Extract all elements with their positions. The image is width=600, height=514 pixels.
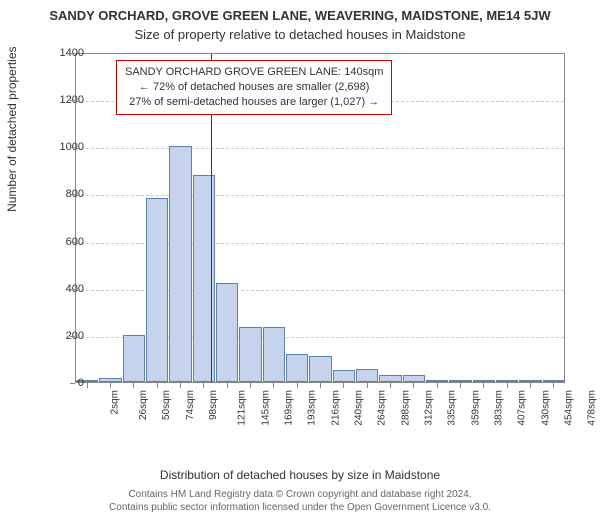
x-tick (437, 383, 438, 388)
x-tick (157, 383, 158, 388)
bar (449, 380, 471, 382)
x-tick (483, 383, 484, 388)
x-tick-label: 240sqm (354, 390, 365, 426)
x-tick (507, 383, 508, 388)
bar (333, 370, 355, 382)
bar (543, 380, 565, 382)
x-tick-label: 264sqm (377, 390, 388, 426)
x-tick (110, 383, 111, 388)
bar (216, 283, 238, 382)
bar (356, 369, 378, 382)
bar (169, 146, 191, 382)
x-tick (530, 383, 531, 388)
x-tick-label: 2sqm (109, 390, 120, 414)
y-tick (70, 53, 75, 54)
x-tick-label: 383sqm (494, 390, 505, 426)
x-tick-label: 454sqm (564, 390, 575, 426)
info-line-3: 27% of semi-detached houses are larger (… (125, 95, 383, 110)
bar (496, 380, 518, 382)
x-tick-label: 430sqm (540, 390, 551, 426)
info-line-1: SANDY ORCHARD GROVE GREEN LANE: 140sqm (125, 65, 383, 80)
x-tick (343, 383, 344, 388)
bar (379, 375, 401, 382)
chart-area: Number of detached properties SANDY ORCH… (20, 48, 580, 428)
footer-line-1: Contains HM Land Registry data © Crown c… (10, 488, 590, 501)
x-tick (180, 383, 181, 388)
x-tick-label: 50sqm (161, 390, 172, 420)
bar (519, 380, 541, 382)
x-tick (413, 383, 414, 388)
title-main: SANDY ORCHARD, GROVE GREEN LANE, WEAVERI… (10, 8, 590, 23)
x-tick-label: 98sqm (208, 390, 219, 420)
bar (263, 327, 285, 382)
x-tick (133, 383, 134, 388)
y-tick (70, 194, 75, 195)
x-tick-label: 407sqm (517, 390, 528, 426)
x-tick-label: 26sqm (138, 390, 149, 420)
bar (426, 380, 448, 382)
x-tick-label: 288sqm (400, 390, 411, 426)
bar (99, 378, 121, 382)
x-tick-label: 121sqm (237, 390, 248, 426)
bar (309, 356, 331, 382)
gridline (76, 195, 564, 196)
y-tick (70, 383, 75, 384)
y-tick-label: 0 (78, 377, 84, 389)
x-tick-label: 193sqm (307, 390, 318, 426)
bar (286, 354, 308, 382)
footer: Contains HM Land Registry data © Crown c… (10, 488, 590, 514)
x-tick (203, 383, 204, 388)
y-axis-label: Number of detached properties (5, 46, 19, 211)
x-tick-label: 312sqm (424, 390, 435, 426)
bar (123, 335, 145, 382)
y-tick (70, 336, 75, 337)
plot-area: SANDY ORCHARD GROVE GREEN LANE: 140sqm ←… (75, 53, 565, 383)
footer-line-2: Contains public sector information licen… (10, 501, 590, 514)
y-tick (70, 242, 75, 243)
info-line-2: ← 72% of detached houses are smaller (2,… (125, 80, 383, 95)
x-tick (297, 383, 298, 388)
bar (239, 327, 261, 382)
bar (146, 198, 168, 382)
x-tick (320, 383, 321, 388)
x-tick-label: 169sqm (284, 390, 295, 426)
x-axis-label: Distribution of detached houses by size … (10, 468, 590, 482)
gridline (76, 148, 564, 149)
bar (403, 375, 425, 382)
x-tick (227, 383, 228, 388)
x-tick-label: 359sqm (470, 390, 481, 426)
x-tick (390, 383, 391, 388)
x-tick (367, 383, 368, 388)
bar (473, 380, 495, 382)
x-tick-label: 216sqm (330, 390, 341, 426)
x-tick-label: 335sqm (447, 390, 458, 426)
x-tick-label: 478sqm (587, 390, 598, 426)
x-tick (87, 383, 88, 388)
x-tick (250, 383, 251, 388)
y-tick (70, 147, 75, 148)
x-tick (460, 383, 461, 388)
x-tick (553, 383, 554, 388)
x-tick (273, 383, 274, 388)
y-tick (70, 289, 75, 290)
title-sub: Size of property relative to detached ho… (10, 27, 590, 42)
info-box: SANDY ORCHARD GROVE GREEN LANE: 140sqm ←… (116, 60, 392, 115)
x-tick-label: 74sqm (185, 390, 196, 420)
y-tick (70, 100, 75, 101)
x-tick-label: 145sqm (260, 390, 271, 426)
